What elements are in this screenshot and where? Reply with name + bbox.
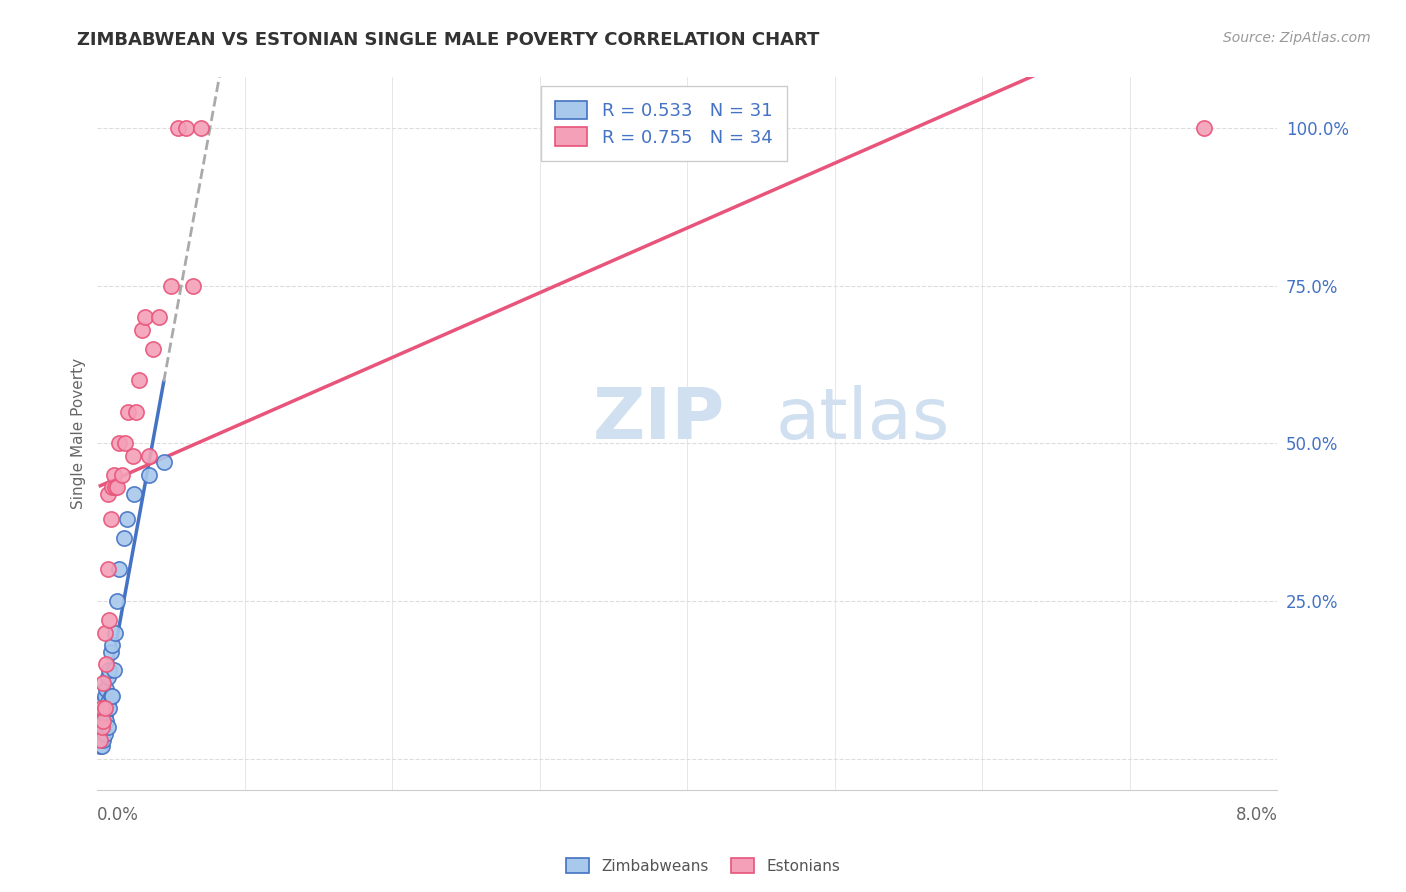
Point [114, 436, 136, 450]
Point [104, 481, 127, 495]
Point [90, 720, 112, 734]
Point [93, 625, 115, 640]
Point [97, 562, 120, 576]
Point [105, 594, 128, 608]
Point [90, 701, 112, 715]
Legend: Zimbabweans, Estonians: Zimbabweans, Estonians [560, 852, 846, 880]
Point [96, 714, 118, 728]
Point [97, 670, 120, 684]
Point [138, 467, 160, 482]
Point [98, 701, 121, 715]
Point [98, 613, 121, 627]
Point [101, 638, 124, 652]
Point [91, 695, 114, 709]
Point [108, 562, 131, 576]
Point [100, 644, 122, 658]
Point [100, 689, 122, 703]
Text: 8.0%: 8.0% [1236, 806, 1278, 824]
Point [181, 278, 204, 293]
Point [103, 664, 125, 678]
Point [93, 701, 115, 715]
Point [174, 120, 197, 135]
Point [97, 695, 120, 709]
Point [89, 732, 111, 747]
Point [167, 120, 190, 135]
Point [128, 373, 150, 387]
Point [100, 512, 122, 526]
Point [111, 467, 134, 482]
Point [96, 657, 118, 672]
Text: atlas: atlas [776, 385, 950, 454]
Text: 0.0%: 0.0% [97, 806, 139, 824]
Point [103, 467, 125, 482]
Point [91, 714, 114, 728]
Point [104, 625, 127, 640]
Point [160, 278, 183, 293]
Point [91, 714, 114, 728]
Point [97, 487, 120, 501]
Text: ZIP: ZIP [593, 385, 725, 454]
Point [98, 664, 121, 678]
Point [89, 726, 111, 740]
Point [122, 487, 145, 501]
Point [148, 310, 170, 325]
Text: Source: ZipAtlas.com: Source: ZipAtlas.com [1223, 31, 1371, 45]
Point [125, 405, 148, 419]
Point [93, 726, 115, 740]
Legend: R = 0.533   N = 31, R = 0.755   N = 34: R = 0.533 N = 31, R = 0.755 N = 34 [540, 87, 787, 161]
Point [96, 682, 118, 697]
Point [1192, 120, 1215, 135]
Point [93, 707, 115, 722]
Point [121, 449, 143, 463]
Point [115, 512, 138, 526]
Point [97, 720, 120, 734]
Point [112, 531, 135, 545]
Point [90, 739, 112, 753]
Point [117, 405, 139, 419]
Point [131, 323, 153, 337]
Y-axis label: Single Male Poverty: Single Male Poverty [72, 359, 86, 509]
Point [142, 342, 165, 356]
Point [108, 436, 131, 450]
Point [91, 732, 114, 747]
Point [89, 739, 111, 753]
Point [90, 707, 112, 722]
Point [101, 689, 124, 703]
Point [152, 455, 174, 469]
Point [93, 689, 115, 703]
Point [138, 449, 160, 463]
Point [90, 720, 112, 734]
Point [91, 676, 114, 690]
Point [134, 310, 156, 325]
Point [190, 120, 212, 135]
Text: ZIMBABWEAN VS ESTONIAN SINGLE MALE POVERTY CORRELATION CHART: ZIMBABWEAN VS ESTONIAN SINGLE MALE POVER… [77, 31, 820, 49]
Point [105, 481, 128, 495]
Point [101, 481, 124, 495]
